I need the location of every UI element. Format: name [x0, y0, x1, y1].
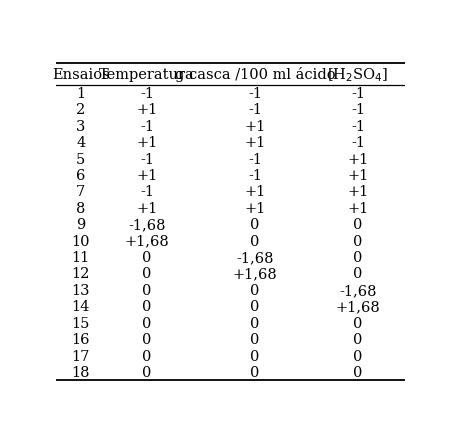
Text: 3: 3	[76, 119, 86, 133]
Text: 0: 0	[250, 234, 260, 248]
Text: 0: 0	[250, 316, 260, 330]
Text: 1: 1	[76, 87, 85, 101]
Text: 10: 10	[72, 234, 90, 248]
Text: -1: -1	[351, 87, 365, 101]
Text: 2: 2	[76, 103, 86, 117]
Text: 9: 9	[76, 218, 86, 232]
Text: 0: 0	[353, 365, 363, 379]
Text: 14: 14	[72, 299, 90, 313]
Text: 0: 0	[353, 316, 363, 330]
Text: 0: 0	[250, 283, 260, 297]
Text: 0: 0	[353, 267, 363, 281]
Text: +1: +1	[347, 185, 369, 199]
Text: 6: 6	[76, 168, 86, 183]
Text: 0: 0	[142, 250, 152, 264]
Text: 0: 0	[353, 349, 363, 363]
Text: -1: -1	[351, 119, 365, 133]
Text: -1,68: -1,68	[128, 218, 166, 232]
Text: g casca /100 ml ácido: g casca /100 ml ácido	[175, 67, 335, 82]
Text: 12: 12	[72, 267, 90, 281]
Text: 0: 0	[353, 250, 363, 264]
Text: 0: 0	[142, 316, 152, 330]
Text: 0: 0	[250, 299, 260, 313]
Text: 0: 0	[250, 332, 260, 346]
Text: 0: 0	[250, 218, 260, 232]
Text: Temperatura: Temperatura	[99, 68, 195, 82]
Text: +1: +1	[136, 201, 158, 215]
Text: -1: -1	[248, 168, 262, 183]
Text: 7: 7	[76, 185, 86, 199]
Text: +1,68: +1,68	[125, 234, 169, 248]
Text: 0: 0	[353, 218, 363, 232]
Text: 0: 0	[142, 283, 152, 297]
Text: +1: +1	[347, 152, 369, 166]
Text: +1: +1	[136, 136, 158, 150]
Text: -1: -1	[140, 119, 154, 133]
Text: 18: 18	[72, 365, 90, 379]
Text: +1: +1	[347, 168, 369, 183]
Text: -1,68: -1,68	[236, 250, 274, 264]
Text: -1: -1	[248, 103, 262, 117]
Text: +1,68: +1,68	[336, 299, 380, 313]
Text: +1,68: +1,68	[233, 267, 277, 281]
Text: +1: +1	[136, 168, 158, 183]
Text: 8: 8	[76, 201, 86, 215]
Text: Ensaios: Ensaios	[52, 68, 109, 82]
Text: -1: -1	[248, 152, 262, 166]
Text: -1: -1	[140, 87, 154, 101]
Text: 0: 0	[250, 365, 260, 379]
Text: +1: +1	[244, 185, 266, 199]
Text: 11: 11	[72, 250, 90, 264]
Text: 0: 0	[353, 332, 363, 346]
Text: 17: 17	[72, 349, 90, 363]
Text: -1: -1	[140, 152, 154, 166]
Text: 0: 0	[142, 267, 152, 281]
Text: +1: +1	[347, 201, 369, 215]
Text: +1: +1	[244, 201, 266, 215]
Text: 0: 0	[250, 349, 260, 363]
Text: 4: 4	[76, 136, 86, 150]
Text: 15: 15	[72, 316, 90, 330]
Text: +1: +1	[244, 136, 266, 150]
Text: -1: -1	[140, 185, 154, 199]
Text: 5: 5	[76, 152, 86, 166]
Text: -1,68: -1,68	[339, 283, 377, 297]
Text: -1: -1	[248, 87, 262, 101]
Text: [H$_2$SO$_4$]: [H$_2$SO$_4$]	[327, 66, 388, 83]
Text: 16: 16	[72, 332, 90, 346]
Text: 0: 0	[142, 332, 152, 346]
Text: +1: +1	[136, 103, 158, 117]
Text: -1: -1	[351, 136, 365, 150]
Text: 0: 0	[142, 365, 152, 379]
Text: 0: 0	[353, 234, 363, 248]
Text: +1: +1	[244, 119, 266, 133]
Text: 0: 0	[142, 299, 152, 313]
Text: 0: 0	[142, 349, 152, 363]
Text: 13: 13	[72, 283, 90, 297]
Text: -1: -1	[351, 103, 365, 117]
